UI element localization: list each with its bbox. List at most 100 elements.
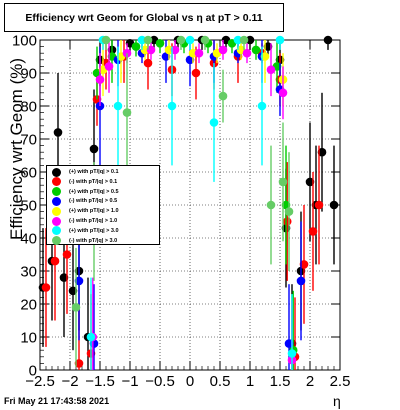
y-tick-label: 80 — [20, 99, 37, 116]
legend-label: (+) with pT/|q| > 0.1 — [69, 169, 119, 175]
legend-marker — [52, 216, 61, 226]
data-point — [71, 303, 81, 312]
data-point — [89, 339, 99, 348]
data-point — [296, 276, 306, 286]
data-point — [251, 45, 261, 55]
data-point — [305, 177, 315, 187]
x-tick-label: 0 — [186, 373, 194, 390]
data-point — [122, 108, 132, 117]
y-tick-label: 20 — [20, 297, 37, 314]
x-tick-label: −2 — [61, 373, 78, 390]
y-tick-label: 50 — [20, 198, 37, 215]
data-point — [155, 39, 165, 48]
data-point — [62, 250, 72, 259]
axis-ticks: −2.5 −2 −1.5 −1 −0.5 0 0.5 1 1.5 2 2.5 0 10 20 30 40 50 6… — [12, 33, 350, 391]
y-tick-label: 10 — [20, 330, 37, 347]
data-point — [233, 35, 243, 45]
legend-label: (-) with pT/|q| > 1.0 — [69, 218, 118, 224]
data-point — [209, 118, 219, 127]
data-point — [104, 62, 114, 71]
legend-entry: (+) with pT/|q| > 0.5 — [47, 187, 119, 197]
data-point — [266, 65, 276, 74]
x-tick-label: 1 — [246, 373, 254, 390]
data-point — [282, 217, 292, 226]
chart-title-box: Efficiency wrt Geom for Global vs η at p… — [4, 3, 284, 32]
data-point — [59, 273, 69, 282]
data-point — [317, 147, 327, 157]
legend-marker — [52, 206, 61, 216]
legend-entry: (-) with pT/|q| > 1.0 — [47, 216, 117, 226]
data-point — [50, 256, 60, 266]
data-point — [284, 207, 294, 216]
series-6 — [88, 40, 297, 370]
legend-entry: (+) with pT/|q| > 1.0 — [47, 206, 119, 216]
y-tick-label: 100 — [12, 33, 37, 50]
y-tick-label: 60 — [20, 165, 37, 182]
series-7 — [86, 35, 297, 370]
data-point — [53, 128, 63, 137]
data-point — [131, 42, 141, 51]
legend-marker — [52, 226, 61, 236]
data-point — [299, 260, 309, 269]
data-point — [278, 177, 288, 187]
data-point — [314, 200, 324, 210]
data-point — [161, 52, 171, 61]
chart-title: Efficiency wrt Geom for Global vs η at p… — [25, 11, 263, 24]
x-tick-label: −1.5 — [85, 373, 115, 390]
legend-marker — [52, 196, 61, 206]
data-point — [218, 45, 228, 55]
data-point — [86, 332, 96, 342]
data-point — [329, 200, 339, 210]
data-point — [185, 35, 195, 45]
data-point — [239, 35, 249, 45]
data-point — [95, 75, 105, 84]
data-point — [218, 91, 228, 101]
data-point — [275, 35, 285, 45]
legend-label: (-) with pT/|q| > 0.1 — [69, 178, 118, 185]
x-tick-label: −0.5 — [145, 373, 175, 390]
data-point — [137, 35, 147, 45]
data-point — [146, 45, 156, 55]
data-point — [266, 200, 276, 210]
data-point — [164, 45, 174, 55]
data-series — [38, 35, 339, 370]
data-point — [194, 48, 204, 58]
data-point — [287, 349, 297, 358]
data-point — [176, 35, 186, 45]
data-point — [245, 35, 255, 45]
data-point — [242, 48, 252, 58]
y-tick-label: 90 — [20, 66, 37, 83]
data-point — [188, 48, 198, 58]
data-point — [170, 45, 180, 55]
data-point — [257, 101, 267, 111]
data-point — [68, 286, 78, 296]
x-tick-label: −2.5 — [25, 373, 55, 390]
legend-label: (+) with pT/|q| > 0.5 — [69, 188, 119, 195]
x-axis-label: η — [333, 393, 341, 409]
legend-marker — [52, 167, 61, 177]
data-point — [323, 35, 333, 45]
y-tick-label: 30 — [20, 264, 37, 281]
x-tick-label: 1.5 — [270, 373, 291, 390]
data-point — [74, 276, 84, 286]
x-tick-label: −1 — [121, 373, 138, 390]
data-point — [260, 52, 270, 61]
legend-label: (-) with pT/|q| > 3.0 — [69, 237, 118, 244]
legend-label: (+) with pT/|q| > 1.0 — [69, 208, 119, 215]
data-point — [140, 45, 150, 55]
data-point — [74, 359, 84, 368]
y-tick-label: 0 — [29, 363, 37, 380]
data-point — [263, 42, 273, 51]
legend-entry: (-) with pT/|q| > 3.0 — [47, 236, 117, 246]
x-tick-label: 0.5 — [210, 373, 231, 390]
x-tick-label: 2 — [306, 373, 314, 390]
legend-label: (+) with pT/|q| > 3.0 — [69, 227, 119, 234]
data-point — [185, 55, 195, 65]
series-8 — [71, 35, 294, 367]
legend-entry: (-) with pT/|q| > 0.1 — [47, 177, 117, 187]
data-point — [281, 200, 291, 210]
data-point — [113, 101, 123, 111]
y-axis-label: Efficiency wrt Geom (%) — [7, 58, 26, 240]
data-point — [89, 144, 99, 154]
